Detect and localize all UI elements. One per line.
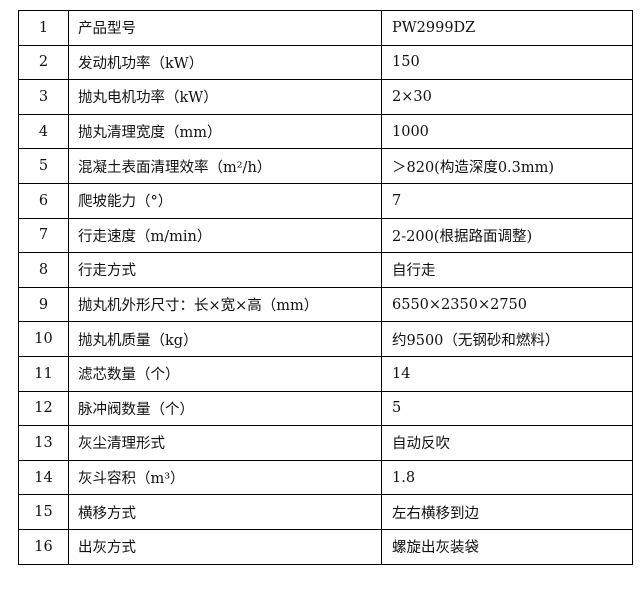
row-number: 12 <box>18 390 69 427</box>
table-row: 16 出灰方式 螺旋出灰装袋 <box>18 528 633 565</box>
row-number: 13 <box>18 425 69 461</box>
param-value: 5 <box>381 390 633 427</box>
row-number: 15 <box>18 494 69 530</box>
param-name: 出灰方式 <box>68 528 382 565</box>
param-name: 抛丸机质量（kg） <box>68 321 382 357</box>
param-name: 滤芯数量（个） <box>68 355 382 392</box>
table-row: 13 灰尘清理形式 自动反吹 <box>18 425 633 461</box>
row-number: 14 <box>18 459 69 496</box>
table-row: 7 行走速度（m/min） 2-200(根据路面调整) <box>18 217 633 254</box>
param-name: 横移方式 <box>68 494 382 530</box>
table-row: 4 抛丸清理宽度（mm） 1000 <box>18 113 633 150</box>
param-name: 产品型号 <box>68 10 382 46</box>
row-number: 6 <box>18 182 69 219</box>
param-value: 左右横移到边 <box>381 494 633 530</box>
param-name: 抛丸电机功率（kW） <box>68 79 382 115</box>
table-row: 12 脉冲阀数量（个） 5 <box>18 390 633 427</box>
table-row: 8 行走方式 自行走 <box>18 252 633 288</box>
table-row: 15 横移方式 左右横移到边 <box>18 494 633 530</box>
param-name: 灰斗容积（m³） <box>68 459 382 496</box>
table-row: 9 抛丸机外形尺寸：长×宽×高（mm） 6550×2350×2750 <box>18 286 633 323</box>
param-value: 2×30 <box>381 79 633 115</box>
param-value: 7 <box>381 182 633 219</box>
param-value: ＞820(构造深度0.3mm) <box>381 148 633 184</box>
param-name: 抛丸清理宽度（mm） <box>68 113 382 150</box>
param-name: 脉冲阀数量（个） <box>68 390 382 427</box>
param-name: 行走方式 <box>68 252 382 288</box>
row-number: 11 <box>18 355 69 392</box>
row-number: 5 <box>18 148 69 184</box>
param-name: 混凝土表面清理效率（m²/h） <box>68 148 382 184</box>
table-row: 11 滤芯数量（个） 14 <box>18 355 633 392</box>
row-number: 16 <box>18 528 69 565</box>
row-number: 3 <box>18 79 69 115</box>
param-name: 爬坡能力（°） <box>68 182 382 219</box>
row-number: 9 <box>18 286 69 323</box>
row-number: 7 <box>18 217 69 254</box>
param-value: 2-200(根据路面调整) <box>381 217 633 254</box>
table-row: 10 抛丸机质量（kg） 约9500（无钢砂和燃料） <box>18 321 633 357</box>
param-value: 6550×2350×2750 <box>381 286 633 323</box>
param-name: 行走速度（m/min） <box>68 217 382 254</box>
param-value: 约9500（无钢砂和燃料） <box>381 321 633 357</box>
param-value: 自行走 <box>381 252 633 288</box>
param-name: 发动机功率（kW） <box>68 44 382 81</box>
row-number: 1 <box>18 10 69 46</box>
param-value: 1000 <box>381 113 633 150</box>
param-value: 自动反吹 <box>381 425 633 461</box>
param-value: 1.8 <box>381 459 633 496</box>
table-row: 1 产品型号 PW2999DZ <box>18 10 633 46</box>
row-number: 8 <box>18 252 69 288</box>
row-number: 10 <box>18 321 69 357</box>
param-value: 14 <box>381 355 633 392</box>
row-number: 4 <box>18 113 69 150</box>
table-row: 14 灰斗容积（m³） 1.8 <box>18 459 633 496</box>
table-row: 5 混凝土表面清理效率（m²/h） ＞820(构造深度0.3mm) <box>18 148 633 184</box>
param-name: 灰尘清理形式 <box>68 425 382 461</box>
table-row: 6 爬坡能力（°） 7 <box>18 182 633 219</box>
param-value: PW2999DZ <box>381 10 633 46</box>
param-value: 螺旋出灰装袋 <box>381 528 633 565</box>
param-name: 抛丸机外形尺寸：长×宽×高（mm） <box>68 286 382 323</box>
table-row: 3 抛丸电机功率（kW） 2×30 <box>18 79 633 115</box>
param-value: 150 <box>381 44 633 81</box>
spec-table: 1 产品型号 PW2999DZ 2 发动机功率（kW） 150 3 抛丸电机功率（kW） 2×3… <box>18 10 633 565</box>
row-number: 2 <box>18 44 69 81</box>
table-row: 2 发动机功率（kW） 150 <box>18 44 633 81</box>
